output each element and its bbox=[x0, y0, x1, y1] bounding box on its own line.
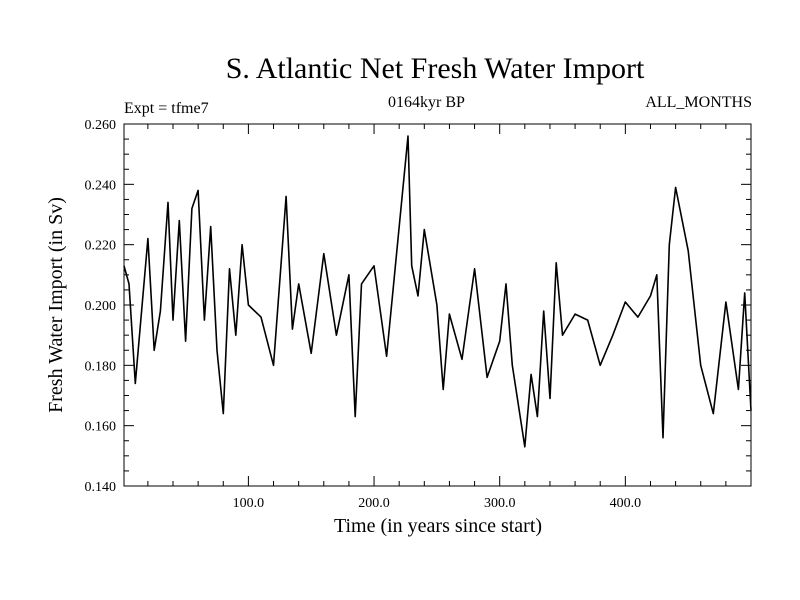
x-tick-label: 200.0 bbox=[358, 496, 390, 511]
y-tick-label: 0.240 bbox=[85, 178, 117, 193]
chart-title: S. Atlantic Net Fresh Water Import bbox=[225, 52, 645, 85]
axis-labels: 100.0 200.0 300.0 400.0 0.140 0.160 0.180 0.200… bbox=[85, 118, 642, 511]
y-tick-label: 0.260 bbox=[85, 118, 117, 133]
plot-frame bbox=[123, 123, 752, 487]
x-tick-label: 300.0 bbox=[484, 496, 516, 511]
y-tick-label: 0.160 bbox=[85, 420, 117, 435]
series-line bbox=[123, 135, 752, 448]
experiment-label: Expt = tfme7 bbox=[124, 100, 209, 117]
x-tick-label: 400.0 bbox=[610, 496, 642, 511]
x-axis-label: Time (in years since start) bbox=[334, 515, 542, 537]
x-tick-label: 100.0 bbox=[233, 496, 265, 511]
y-tick-label: 0.180 bbox=[85, 359, 117, 374]
axis-ticks bbox=[124, 123, 751, 487]
y-axis-label: Fresh Water Import (in Sv) bbox=[45, 197, 67, 413]
months-label: ALL_MONTHS bbox=[645, 94, 752, 111]
y-tick-label: 0.200 bbox=[85, 299, 117, 314]
chart-subtitle: 0164kyr BP bbox=[388, 94, 465, 111]
y-tick-label: 0.140 bbox=[85, 480, 117, 495]
y-tick-label: 0.220 bbox=[85, 239, 117, 254]
